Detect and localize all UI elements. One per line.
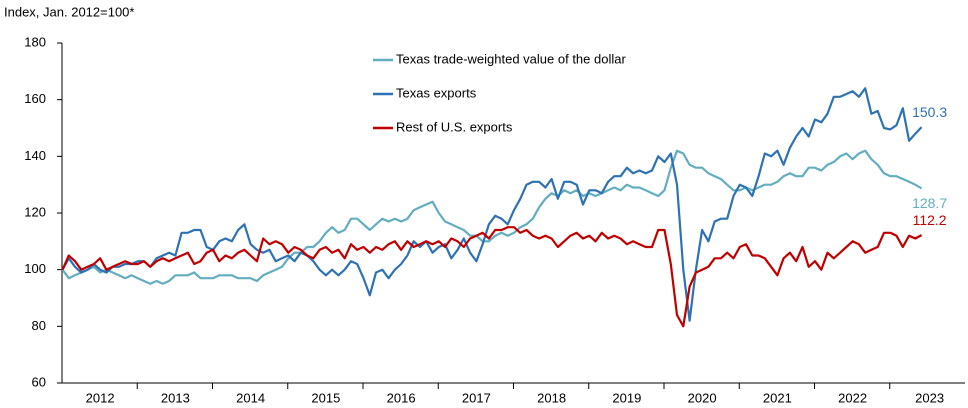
end-value-label: 112.2 [913,212,947,228]
end-value-label: 150.3 [912,104,947,120]
x-tick-label: 2017 [462,390,491,405]
y-tick-label: 100 [24,261,46,276]
x-tick-label: 2015 [311,390,340,405]
y-axis-label: Index, Jan. 2012=100* [4,4,134,19]
x-tick-label: 2013 [161,390,190,405]
end-value-label: 128.7 [912,195,947,211]
x-tick-label: 2012 [86,390,115,405]
series-line [61,226,923,328]
x-tick-label: 2014 [236,390,265,405]
x-tick-label: 2020 [688,390,717,405]
y-tick-label: 180 [24,34,46,49]
x-tick-label: 2018 [537,390,566,405]
x-tick-label: 2021 [763,390,792,405]
legend-label: Texas exports [396,85,477,100]
y-tick-label: 80 [32,318,46,333]
x-tick-label: 2022 [838,390,867,405]
series-line [61,149,923,285]
x-tick-label: 2019 [612,390,641,405]
legend-label: Texas trade-weighted value of the dollar [396,51,626,66]
x-tick-label: 2016 [387,390,416,405]
x-tick-label: 2023 [915,390,944,405]
legend-label: Rest of U.S. exports [396,119,513,134]
y-tick-label: 120 [24,204,46,219]
y-tick-label: 160 [24,91,46,106]
y-tick-label: 60 [32,374,46,389]
y-tick-label: 140 [24,148,46,163]
series-line [61,87,923,322]
